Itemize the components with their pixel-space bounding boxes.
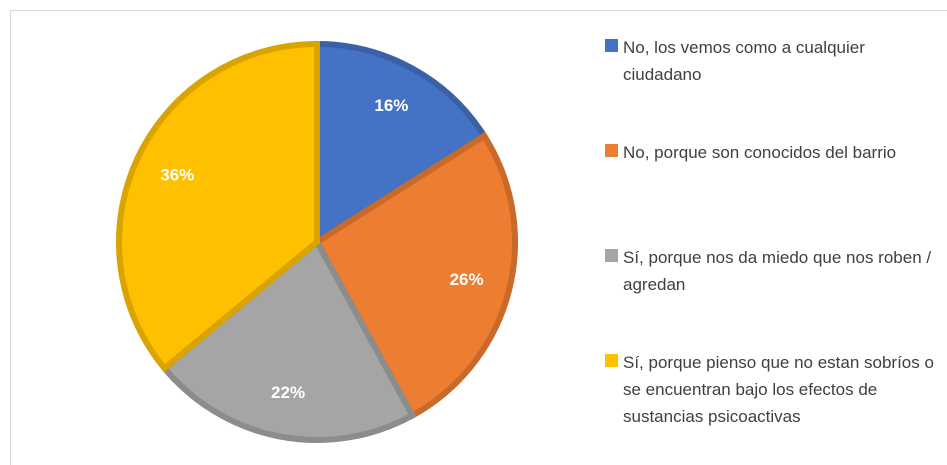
legend-swatch — [605, 144, 618, 157]
data-label: 16% — [374, 96, 408, 115]
legend-label: Sí, porque pienso que no estan sobríos o… — [623, 353, 934, 426]
data-label: 22% — [271, 383, 305, 402]
chart-frame — [10, 10, 947, 465]
legend-entry: Sí, porque pienso que no estan sobríos o… — [605, 349, 935, 430]
legend-swatch — [605, 39, 618, 52]
legend-entry: Sí, porque nos da miedo que nos roben / … — [605, 244, 935, 298]
legend-label: No, porque son conocidos del barrio — [623, 143, 897, 162]
pie-slice — [313, 131, 518, 420]
pie-slice — [160, 237, 417, 443]
legend-label: No, los vemos como a cualquier ciudadano — [623, 38, 865, 84]
pie-slice — [116, 40, 320, 373]
legend-swatch — [605, 249, 618, 262]
data-label: 26% — [450, 270, 484, 289]
legend-entry: No, porque son conocidos del barrio — [605, 139, 935, 166]
legend-label: Sí, porque nos da miedo que nos roben / … — [623, 248, 932, 294]
legend-entry: No, los vemos como a cualquier ciudadano — [605, 34, 935, 88]
pie-slice — [314, 40, 489, 248]
legend-swatch — [605, 354, 618, 367]
data-label: 36% — [160, 166, 194, 185]
